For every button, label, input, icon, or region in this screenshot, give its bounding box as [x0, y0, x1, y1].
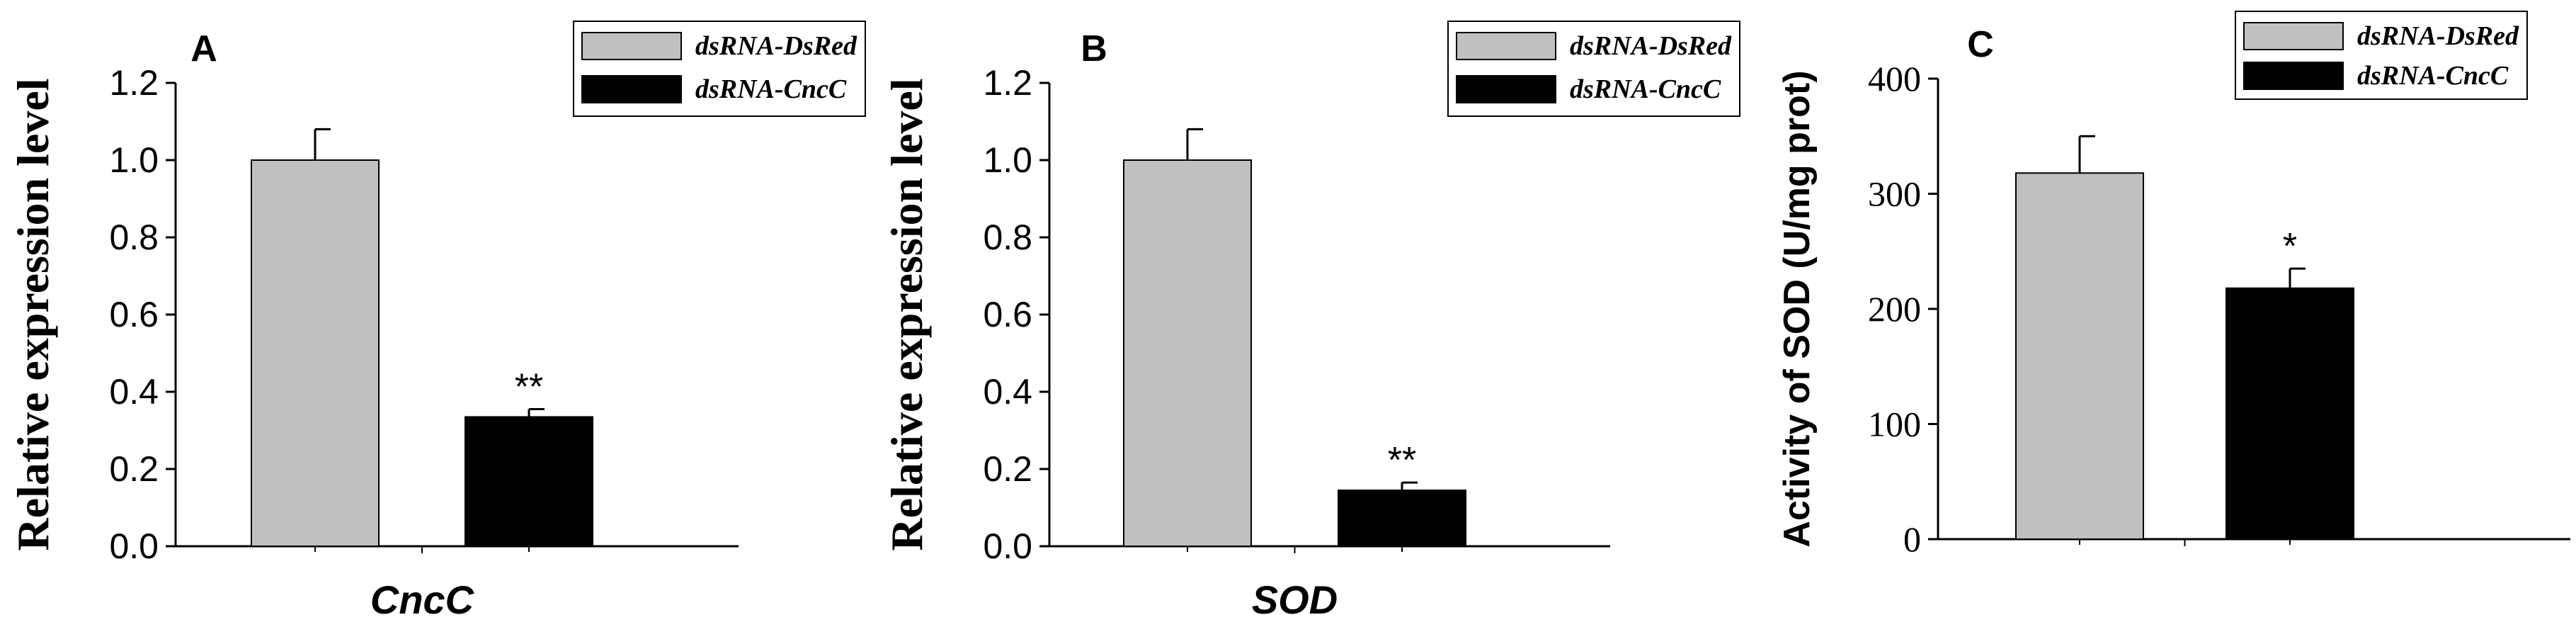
legend-label: dsRNA-DsRed	[695, 31, 857, 61]
y-tick-label: 100	[1868, 405, 1921, 444]
chart-panel-c: C 0 100 200 300 400 Activity of SOD (U/mg prot…	[1777, 11, 2570, 559]
bar-dsrna-cncc	[465, 416, 593, 547]
y-tick-label: 0.4	[109, 372, 159, 412]
y-tick-label: 200	[1868, 289, 1921, 329]
y-tick-label: 300	[1868, 174, 1921, 214]
y-tick-label: 1.2	[109, 63, 159, 103]
y-tick-label: 0.6	[109, 295, 159, 334]
y-tick-label: 0.8	[983, 218, 1032, 257]
y-tick-label: 0.8	[109, 218, 159, 257]
y-tick-label: 0	[1903, 519, 1921, 559]
y-tick-label: 0.0	[983, 526, 1032, 566]
bar-dsrna-dsred	[1123, 159, 1252, 547]
y-tick-label: 400	[1868, 59, 1921, 98]
bar-dsrna-cncc	[1338, 489, 1466, 547]
y-tick-label: 0.4	[983, 372, 1032, 412]
panel-letter: B	[1081, 28, 1107, 69]
y-tick-label: 0.2	[983, 449, 1032, 489]
legend-swatch	[1456, 75, 1556, 103]
y-tick-label: 0.0	[109, 526, 159, 566]
legend-swatch	[2243, 62, 2344, 90]
chart-panel-a: A 0.0 0.2 0.4 0.6 0.8 1.0 1.2 Relative expressio…	[8, 21, 866, 622]
y-tick-label: 1.0	[983, 140, 1032, 180]
y-tick-label: 0.6	[983, 295, 1032, 334]
y-axis-label: Relative expression level	[8, 78, 58, 550]
bar-dsrna-dsred	[2015, 172, 2144, 540]
y-tick-label: 0.2	[109, 449, 159, 489]
panel-letter: C	[1967, 24, 1994, 65]
legend-label: dsRNA-CncC	[2357, 61, 2509, 91]
x-category-label: CncC	[370, 577, 475, 622]
bar-dsrna-cncc	[2225, 287, 2354, 540]
legend-swatch	[1456, 32, 1556, 60]
legend: dsRNA-DsRed dsRNA-CncC	[2235, 11, 2528, 100]
legend: dsRNA-DsRed dsRNA-CncC	[1447, 21, 1740, 117]
legend-swatch	[581, 32, 682, 60]
x-category-label: SOD	[1252, 577, 1338, 622]
legend-label: dsRNA-CncC	[1570, 74, 1721, 104]
bar-dsrna-dsred	[251, 159, 380, 547]
panel-letter: A	[190, 28, 217, 69]
y-axis-label: Activity of SOD (U/mg prot)	[1777, 70, 1818, 547]
y-tick-label: 1.2	[983, 63, 1032, 103]
y-tick-label: 1.0	[109, 140, 159, 180]
chart-panel-b: B 0.0 0.2 0.4 0.6 0.8 1.0 1.2 Relative expressio…	[882, 21, 1740, 622]
legend-label: dsRNA-CncC	[695, 74, 847, 104]
legend-swatch	[581, 75, 682, 103]
significance-label: **	[1388, 440, 1416, 481]
significance-label: **	[515, 367, 543, 408]
legend-label: dsRNA-DsRed	[2357, 21, 2519, 51]
significance-label: *	[2283, 226, 2297, 267]
legend-swatch	[2243, 22, 2344, 50]
legend: dsRNA-DsRed dsRNA-CncC	[573, 21, 866, 117]
legend-label: dsRNA-DsRed	[1570, 31, 1732, 61]
y-axis-label: Relative expression level	[882, 78, 932, 550]
